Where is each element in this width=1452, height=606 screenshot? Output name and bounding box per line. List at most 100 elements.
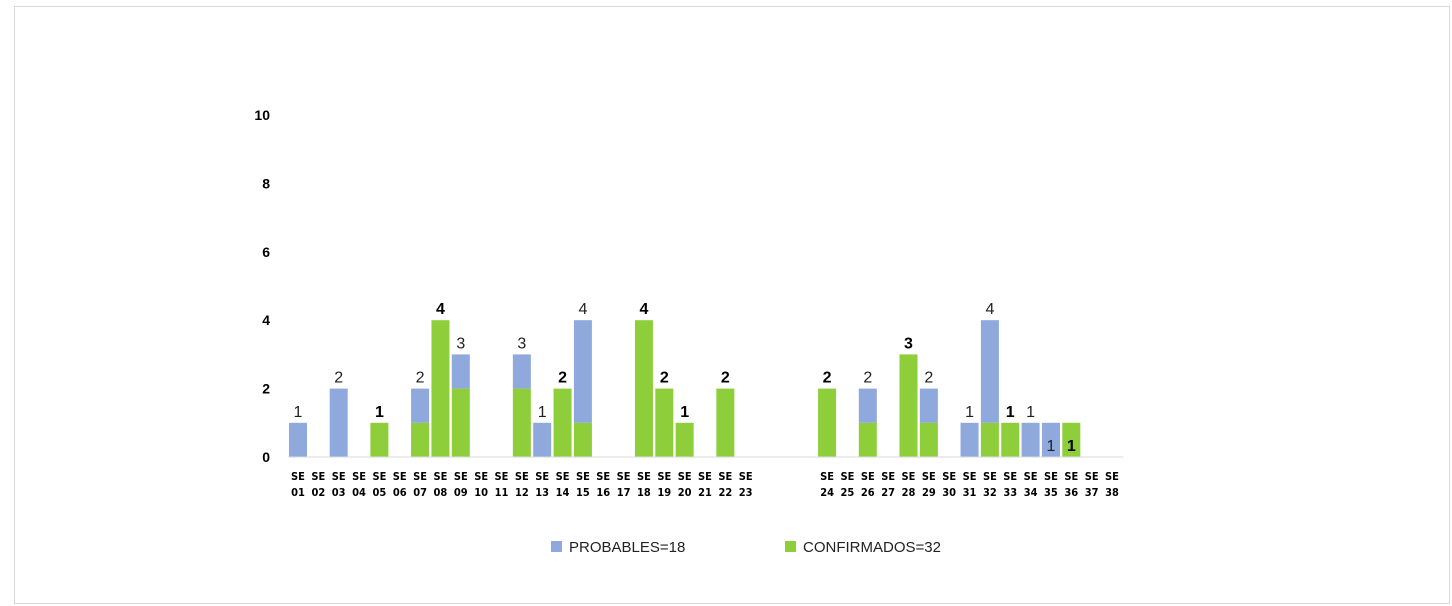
bar-segment xyxy=(716,388,735,457)
bar-segment xyxy=(980,422,999,457)
x-tick-label: SE 28 xyxy=(902,470,916,499)
legend-label: PROBABLES=18 xyxy=(569,539,685,556)
data-label: 4 xyxy=(985,301,994,318)
bar-segment xyxy=(533,422,552,457)
x-tick-label: SE 37 xyxy=(1085,470,1099,499)
x-tick-label: SE 10 xyxy=(474,470,488,499)
bar-segment xyxy=(370,422,389,457)
bar-segment xyxy=(634,320,653,457)
x-tick-label: SE 20 xyxy=(678,470,692,499)
bars xyxy=(289,320,1081,457)
data-label: 1 xyxy=(965,404,974,421)
bar-segment xyxy=(573,422,592,457)
x-tick-label: SE 38 xyxy=(1105,470,1119,499)
data-label: 1 xyxy=(294,404,303,421)
data-label: 2 xyxy=(863,370,872,387)
x-tick-label: SE 12 xyxy=(515,470,529,499)
bar-segment xyxy=(655,388,674,457)
bar-segment xyxy=(451,354,470,389)
data-label: 4 xyxy=(436,301,445,318)
x-axis: SE 01 SE 02 SE 03 SE 04 SE 05 SE 06 SE 07 SE 08 SE 09 SE 10… xyxy=(291,470,1119,499)
bar-segment xyxy=(899,354,918,457)
bar-segment xyxy=(431,320,450,457)
x-tick-label: SE 31 xyxy=(963,470,977,499)
x-tick-label: SE 15 xyxy=(576,470,590,499)
data-label: 1 xyxy=(1026,404,1035,421)
data-label: 3 xyxy=(517,335,526,352)
bar-segment xyxy=(1021,422,1040,457)
x-tick-label: SE 13 xyxy=(535,470,549,499)
y-tick-label: 8 xyxy=(262,175,270,191)
y-tick-label: 4 xyxy=(262,312,270,328)
y-axis: 0 2 4 6 8 10 xyxy=(254,107,270,465)
x-tick-label: SE 17 xyxy=(617,470,631,499)
data-label: 3 xyxy=(456,335,465,352)
x-tick-label: SE 27 xyxy=(881,470,895,499)
x-tick-label: SE 11 xyxy=(495,470,509,499)
x-tick-label: SE 21 xyxy=(698,470,712,499)
bar-segment xyxy=(451,388,470,457)
bar-segment xyxy=(858,422,877,457)
data-label: 2 xyxy=(416,370,425,387)
y-tick-label: 10 xyxy=(254,107,270,123)
data-label: 2 xyxy=(924,370,933,387)
data-label: 1 xyxy=(1046,438,1055,455)
bar-segment xyxy=(329,388,348,457)
data-label: 2 xyxy=(721,370,730,387)
bar-segment xyxy=(1001,422,1020,457)
x-tick-label: SE 32 xyxy=(983,470,997,499)
data-label: 2 xyxy=(660,370,669,387)
x-tick-label: SE 33 xyxy=(1003,470,1017,499)
x-tick-label: SE 03 xyxy=(332,470,346,499)
x-tick-label: SE 05 xyxy=(372,470,386,499)
legend-swatch xyxy=(785,541,796,552)
data-label: 3 xyxy=(904,335,913,352)
x-tick-label: SE 35 xyxy=(1044,470,1058,499)
data-label: 2 xyxy=(823,370,832,387)
bar-segment xyxy=(919,422,938,457)
bar-segment xyxy=(858,388,877,423)
data-label: 1 xyxy=(680,404,689,421)
x-tick-label: SE 04 xyxy=(352,470,366,499)
legend-swatch xyxy=(551,541,562,552)
x-tick-label: SE 30 xyxy=(942,470,956,499)
x-tick-label: SE 08 xyxy=(434,470,448,499)
data-label: 1 xyxy=(538,404,547,421)
bar-segment xyxy=(675,422,694,457)
x-tick-label: SE 16 xyxy=(596,470,610,499)
x-tick-label: SE 25 xyxy=(841,470,855,499)
x-tick-label: SE 26 xyxy=(861,470,875,499)
x-tick-label: SE 24 xyxy=(820,470,834,499)
bar-segment xyxy=(512,388,531,457)
x-tick-label: SE 01 xyxy=(291,470,305,499)
data-label: 4 xyxy=(578,301,587,318)
bar-segment xyxy=(411,388,430,423)
x-tick-label: SE 06 xyxy=(393,470,407,499)
data-label: 2 xyxy=(558,370,567,387)
x-tick-label: SE 22 xyxy=(718,470,732,499)
bar-segment xyxy=(573,320,592,423)
x-tick-label: SE 14 xyxy=(556,470,570,499)
bar-segment xyxy=(512,354,531,389)
x-tick-label: SE 09 xyxy=(454,470,468,499)
y-tick-label: 0 xyxy=(262,449,270,465)
x-tick-label: SE 29 xyxy=(922,470,936,499)
x-tick-label: SE 07 xyxy=(413,470,427,499)
bar-segment xyxy=(980,320,999,423)
x-tick-label: SE 02 xyxy=(311,470,325,499)
y-tick-label: 6 xyxy=(262,244,270,260)
data-label: 1 xyxy=(1006,404,1015,421)
bar-segment xyxy=(411,422,430,457)
data-label: 1 xyxy=(375,404,384,421)
bar-segment xyxy=(960,422,979,457)
x-tick-label: SE 23 xyxy=(739,470,753,499)
x-tick-label: SE 36 xyxy=(1064,470,1078,499)
x-tick-label: SE 19 xyxy=(657,470,671,499)
data-label: 4 xyxy=(639,301,648,318)
bar-segment xyxy=(1062,422,1081,457)
bar-segment xyxy=(289,422,307,457)
bar-segment xyxy=(1041,422,1060,457)
bar-segment xyxy=(818,388,837,457)
